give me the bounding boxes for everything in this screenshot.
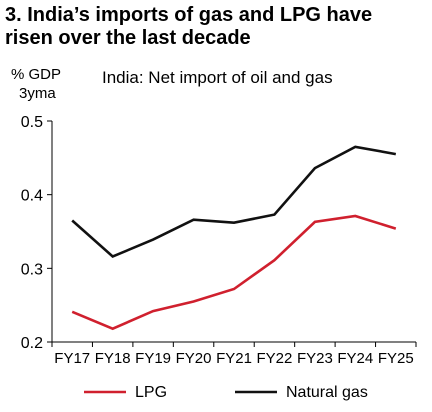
chart-title: India: Net import of oil and gas xyxy=(102,68,333,87)
legend: LPG Natural gas xyxy=(84,384,368,401)
x-tick-label: FY22 xyxy=(257,350,293,367)
legend-label-lpg: LPG xyxy=(135,384,167,401)
figure-heading-line-1: 3. India’s imports of gas and LPG have xyxy=(5,4,373,26)
x-tick-label: FY17 xyxy=(54,350,90,367)
legend-label-natural-gas: Natural gas xyxy=(286,384,368,401)
x-tick-label: FY19 xyxy=(135,350,171,367)
axes: 0.2 0.3 0.4 0.5 FY17 FY18 FY19 FY20 FY21 FY22 FY23… xyxy=(21,114,417,367)
series-line-natural-gas xyxy=(71,145,397,259)
series-line-lpg xyxy=(71,214,397,331)
figure-heading-line-2: risen over the last decade xyxy=(5,27,251,49)
x-tick-label: FY18 xyxy=(95,350,131,367)
x-tick-label: FY23 xyxy=(297,350,333,367)
y-axis-unit-sublabel: 3yma xyxy=(19,85,56,102)
x-tick-label: FY24 xyxy=(337,350,373,367)
figure-heading: 3. India’s imports of gas and LPG have r… xyxy=(5,4,427,50)
x-tick-label: FY21 xyxy=(216,350,252,367)
x-tick-label: FY25 xyxy=(378,350,414,367)
y-tick-label: 0.3 xyxy=(21,261,43,278)
y-tick-label: 0.2 xyxy=(21,335,43,352)
y-axis-unit-label: % GDP xyxy=(11,66,61,83)
series-lines xyxy=(71,145,397,331)
x-tick-label: FY20 xyxy=(176,350,212,367)
y-tick-label: 0.5 xyxy=(21,114,43,131)
y-tick-label: 0.4 xyxy=(21,188,43,205)
